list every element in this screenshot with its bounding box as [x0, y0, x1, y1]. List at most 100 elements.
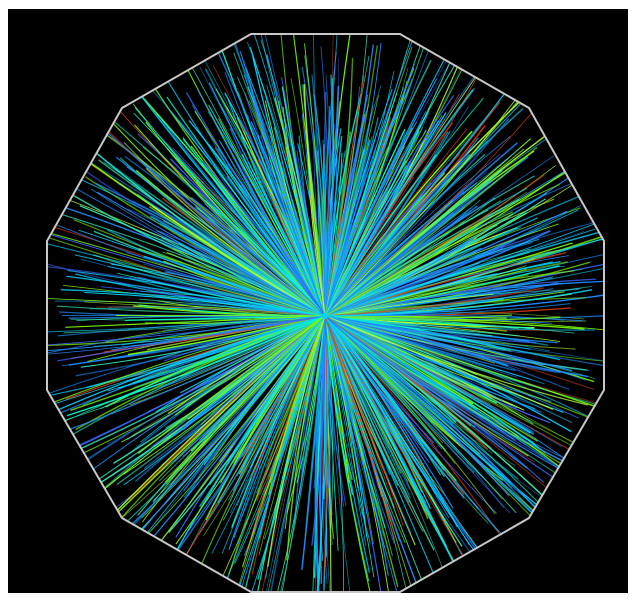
particle-track [243, 315, 326, 556]
particle-track [180, 315, 326, 394]
particle-track [324, 315, 516, 372]
particle-track [182, 137, 326, 317]
particle-track [47, 315, 326, 418]
particle-track [324, 315, 430, 457]
particle-track [324, 315, 350, 483]
particle-track [117, 272, 326, 317]
particle-track [324, 315, 375, 578]
particle-track [228, 315, 326, 550]
particle-track [324, 315, 551, 392]
particle-track [116, 314, 326, 317]
particle-track [324, 78, 414, 317]
particle-track [324, 258, 535, 317]
particle-track [96, 306, 326, 317]
particle-track [65, 315, 326, 328]
collision-vertex [322, 313, 328, 319]
particle-track [178, 242, 326, 317]
particle-track [152, 205, 326, 317]
particle-track [137, 315, 326, 400]
particle-track [173, 315, 326, 525]
particle-track [103, 162, 326, 317]
particle-track [324, 297, 586, 317]
particle-track [317, 132, 326, 317]
particle-track [324, 135, 373, 317]
particle-track [324, 315, 531, 434]
particle-track [324, 251, 477, 317]
particle-track [324, 289, 593, 317]
particle-track [324, 145, 355, 317]
particle-track [324, 315, 476, 575]
particle-track [187, 315, 326, 420]
particle-track [322, 315, 328, 590]
particle-track [248, 162, 326, 317]
particle-track [303, 84, 326, 317]
particle-track [324, 165, 449, 317]
particle-track [324, 315, 554, 410]
particle-track [47, 315, 326, 347]
particle-track [324, 315, 488, 577]
particle-track [219, 315, 326, 484]
particle-track [324, 74, 331, 317]
particle-track [324, 315, 396, 540]
particle-track [324, 315, 457, 544]
particle-track [190, 196, 326, 317]
particle-track [324, 315, 331, 489]
particle-track [324, 75, 365, 317]
particle-track [164, 271, 326, 317]
particle-track [324, 315, 484, 467]
particle-track [233, 315, 326, 539]
particle-track [222, 315, 326, 521]
particle-track [195, 181, 326, 317]
particle-track [324, 289, 579, 317]
particle-track [183, 315, 326, 498]
particle-track [324, 315, 367, 547]
particle-track [324, 315, 604, 365]
particle-track [324, 315, 575, 334]
particle-track [324, 169, 503, 317]
particle-track [324, 315, 604, 369]
particle-track [324, 315, 411, 490]
particle-track [324, 315, 505, 508]
particle-track [324, 235, 540, 317]
particle-track [158, 315, 326, 482]
particle-track [324, 315, 444, 444]
particle-tracks [47, 34, 604, 592]
collision-burst-icon [46, 33, 605, 593]
particle-track [324, 293, 494, 317]
particle-track [213, 34, 326, 317]
particle-track [47, 315, 326, 355]
particle-track [277, 315, 326, 592]
particle-track [313, 315, 326, 489]
particle-track [202, 160, 326, 317]
particle-track [119, 157, 326, 317]
particle-track [127, 315, 326, 356]
particle-track [324, 229, 538, 317]
particle-track [324, 58, 453, 317]
particle-track [133, 112, 326, 317]
particle-track [150, 315, 326, 448]
particle-track [84, 291, 326, 317]
particle-track [324, 132, 557, 317]
particle-track [159, 223, 326, 317]
particle-track [180, 315, 326, 567]
particle-track [324, 258, 515, 317]
particle-track [185, 92, 326, 317]
particle-track [175, 315, 326, 545]
particle-track [180, 46, 326, 317]
particle-track [53, 315, 326, 462]
particle-track [268, 315, 326, 495]
event-display-viewport [8, 9, 628, 593]
particle-track [324, 124, 335, 317]
particle-track [324, 129, 406, 317]
particle-track [324, 315, 370, 582]
particle-track [299, 315, 326, 496]
particle-track [132, 315, 326, 384]
particle-track [324, 315, 550, 352]
particle-track [199, 208, 326, 317]
particle-track [281, 86, 326, 317]
particle-track [324, 315, 544, 525]
particle-track [93, 254, 326, 317]
particle-track [324, 315, 487, 569]
particle-track [324, 88, 393, 317]
